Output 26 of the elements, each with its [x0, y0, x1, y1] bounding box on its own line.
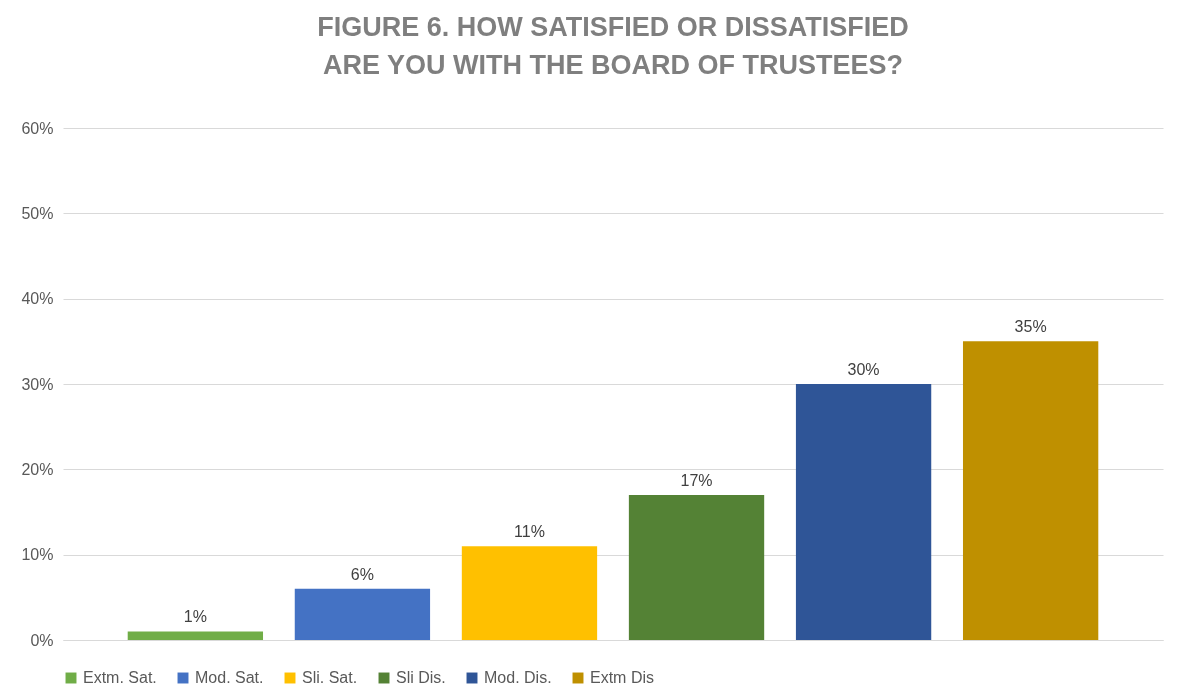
- data-label: 17%: [680, 471, 713, 489]
- bar: [461, 546, 598, 640]
- bar: [294, 588, 431, 640]
- data-label: 6%: [350, 565, 374, 583]
- y-tick-label: 60%: [21, 119, 54, 137]
- y-tick-label: 30%: [21, 375, 54, 393]
- bar: [127, 631, 264, 640]
- legend-label: Extm. Sat.: [83, 669, 157, 686]
- chart-title: FIGURE 6. HOW SATISFIED OR DISSATISFIED ARE YOU WITH THE BOARD OF TRUSTEES?: [317, 12, 909, 80]
- bar: [962, 341, 1099, 640]
- y-tick-label: 40%: [21, 290, 54, 308]
- bar: [628, 494, 765, 640]
- legend-label: Mod. Dis.: [484, 669, 552, 686]
- data-label: 30%: [847, 361, 880, 378]
- data-label: 1%: [183, 608, 207, 626]
- y-tick-label: 10%: [21, 546, 54, 564]
- data-label: 35%: [1014, 318, 1047, 336]
- legend-label: Mod. Sat.: [195, 669, 264, 686]
- bar: [795, 384, 932, 640]
- y-tick-label: 50%: [21, 204, 54, 222]
- y-tick-label: 20%: [21, 460, 54, 478]
- data-label: 11%: [514, 523, 545, 541]
- legend-label: Extm Dis: [590, 669, 654, 686]
- legend-label: Sli Dis.: [396, 669, 446, 686]
- y-tick-label: 0%: [30, 631, 54, 649]
- legend-label: Sli. Sat.: [302, 669, 358, 686]
